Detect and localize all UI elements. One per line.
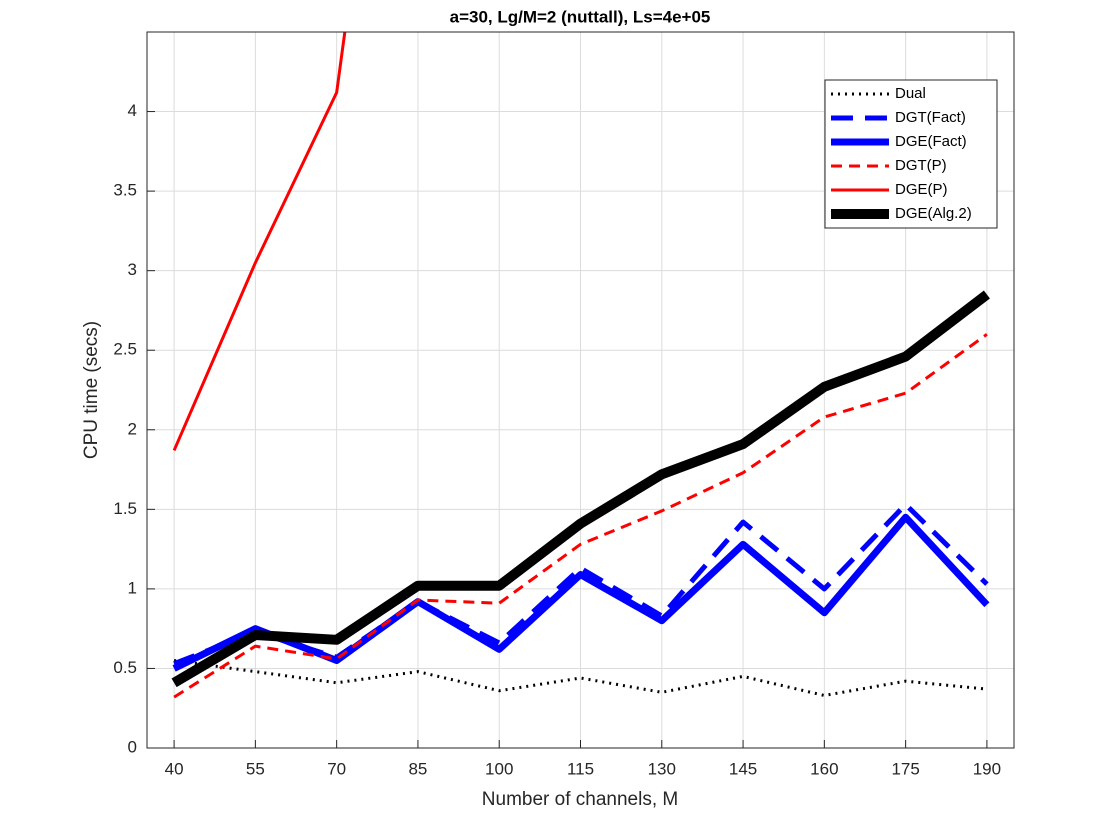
data-line [172,32,347,452]
y-tick-label: 0.5 [113,658,137,677]
x-tick-label: 145 [729,759,757,778]
x-axis-label: Number of channels, M [482,789,678,810]
y-tick-label: 4 [128,101,137,120]
x-tick-label: 175 [891,759,919,778]
legend-label: DGT(Fact) [895,109,966,126]
legend-label: Dual [895,85,926,102]
x-tick-label: 40 [165,759,184,778]
y-tick-label: 0 [128,737,137,756]
legend-label: DGE(P) [895,181,948,198]
y-axis-label: CPU time (secs) [81,321,102,459]
x-tick-label: 70 [327,759,346,778]
legend-box [824,79,998,229]
legend-label: DGE(Fact) [895,133,967,150]
legend-label: DGE(Alg.2) [895,205,972,222]
y-tick-label: 3 [128,260,137,279]
x-tick-label: 100 [485,759,513,778]
y-tick-label: 3.5 [113,181,137,200]
y-tick-label: 1 [128,578,137,597]
x-tick-label: 85 [408,759,427,778]
x-tick-label: 190 [973,759,1001,778]
legend-label: DGT(P) [895,157,947,174]
x-tick-label: 55 [246,759,265,778]
y-tick-label: 2 [128,419,137,438]
y-tick-label: 2.5 [113,340,137,359]
plot-lines [171,32,990,699]
y-tick-label: 1.5 [113,499,137,518]
axes-box [146,31,1015,749]
x-tick-label: 160 [810,759,838,778]
data-line [172,513,990,672]
data-line [173,333,988,699]
data-line [171,290,990,688]
chart-title: a=30, Lg/M=2 (nuttall), Ls=4e+05 [450,7,711,26]
x-tick-label: 115 [567,759,594,778]
x-tick-label: 130 [648,759,676,778]
